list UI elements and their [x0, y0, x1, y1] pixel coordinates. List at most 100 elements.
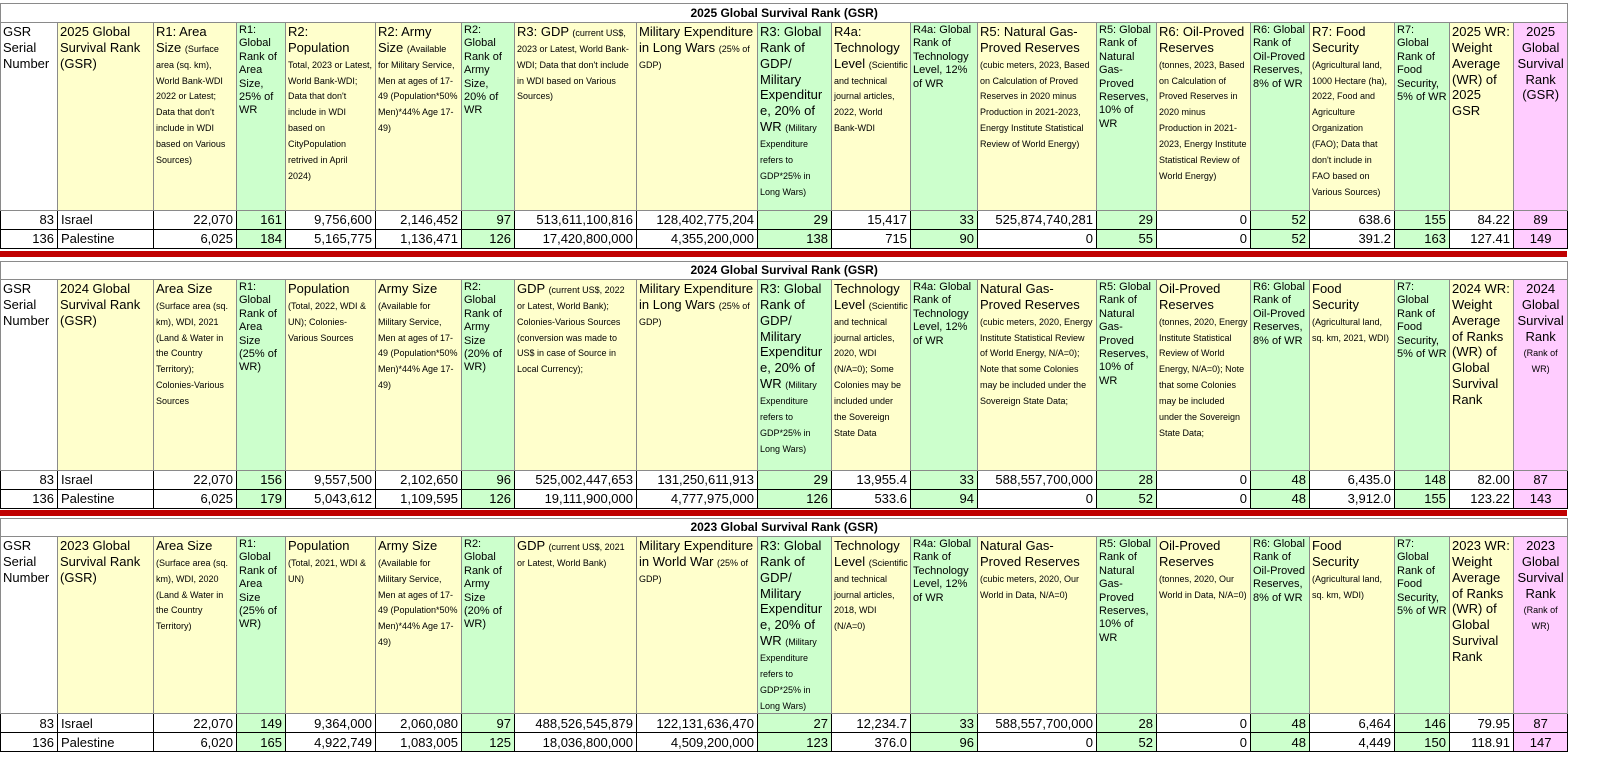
title-row: 2025 Global Survival Rank (GSR): [0, 3, 1569, 23]
data-cell: 6,435.0: [1309, 470, 1395, 490]
header-main: R1: Area Size: [156, 24, 207, 55]
header-note: (Surface area (sq. km), WDI, 2020 (Land …: [156, 557, 229, 632]
header-cell: R7: Food Security (Agricultural land, 10…: [1309, 22, 1395, 211]
data-cell: 165: [236, 732, 286, 753]
header-main: R4a: Technology Level: [834, 24, 900, 71]
header-cell: R4a: Technology Level (Scientific and te…: [831, 22, 911, 211]
header-cell: R5: Global Rank of Natural Gas-Proved Re…: [1096, 22, 1157, 211]
data-cell: 48: [1250, 470, 1310, 490]
header-main: R6: Oil-Proved Reserves: [1159, 24, 1245, 55]
header-cell: R4a: Global Rank of Technology Level, 12…: [910, 535, 978, 715]
header-main: Technology Level: [834, 281, 900, 312]
header-cell: Area Size (Surface area (sq. km), WDI, 2…: [153, 279, 237, 471]
header-cell: Food Security (Agricultural land, sq. km…: [1309, 279, 1395, 471]
data-cell: 163: [1394, 229, 1450, 249]
header-note: (cubic meters, 2020, Energy Institute St…: [980, 316, 1093, 407]
data-cell: 9,364,000: [285, 713, 376, 734]
data-cell: 131,250,611,913: [636, 470, 758, 490]
header-cell: Population (Total, 2021, WDI & UN): [285, 535, 376, 715]
data-cell: 15,417: [831, 210, 911, 230]
header-main: Population: [288, 538, 350, 553]
data-cell: 12,234.7: [831, 713, 911, 734]
data-cell: 6,025: [153, 229, 237, 249]
header-main: GDP: [517, 538, 545, 553]
data-cell: 83: [0, 713, 58, 734]
data-cell: Palestine: [57, 732, 154, 753]
header-cell: R7: Global Rank of Food Security, 5% of …: [1394, 279, 1450, 471]
header-row: GSR Serial Number 2025 Global Survival Ra…: [0, 22, 1569, 211]
header-cell: 2023 Global Survival Rank (Rank of WR): [1512, 535, 1569, 715]
data-row: 136 Palestine 6,025 184 5,165,775 1,136,471 12…: [0, 229, 1569, 249]
header-cell: R6: Global Rank of Oil-Proved Reserves, …: [1250, 279, 1310, 471]
header-note: (Surface area (sq. km), WDI, 2021 (Land …: [156, 300, 229, 407]
data-table: 2025 Global Survival Rank (GSR) GSR Seria…: [0, 3, 1569, 249]
header-main: Area Size: [156, 538, 213, 553]
header-cell: 2025 Global Survival Rank (GSR): [1512, 22, 1569, 211]
data-cell: 588,557,700,000: [977, 470, 1097, 490]
data-cell: 55: [1096, 229, 1157, 249]
data-cell: 5,165,775: [285, 229, 376, 249]
data-cell: 33: [910, 210, 978, 230]
data-row: 136 Palestine 6,020 165 4,922,749 1,083,005 12…: [0, 732, 1569, 753]
header-main: R3: GDP: [517, 24, 569, 39]
data-cell: 6,025: [153, 489, 237, 509]
data-cell: 125: [461, 732, 515, 753]
header-main: R7: Food Security: [1312, 24, 1366, 55]
data-cell: 1,109,595: [375, 489, 462, 509]
header-cell: R1: Global Rank of Area Size (25% of WR): [236, 535, 286, 715]
data-cell: 3,912.0: [1309, 489, 1395, 509]
data-cell: 4,449: [1309, 732, 1395, 753]
title-row: 2023 Global Survival Rank (GSR): [0, 518, 1569, 537]
header-cell: R3: Global Rank of GDP/ Military Expendi…: [757, 279, 832, 471]
data-cell: 0: [1156, 489, 1251, 509]
header-cell: 2025 WR: Weight Average (WR) of 2025 GSR: [1449, 22, 1514, 211]
data-table: 2023 Global Survival Rank (GSR) GSR Seria…: [0, 518, 1569, 753]
data-cell: Israel: [57, 713, 154, 734]
data-cell: 29: [1096, 210, 1157, 230]
header-main: Food Security: [1312, 538, 1359, 569]
header-note: (cubic meters, 2023, Based on Calculatio…: [980, 59, 1090, 150]
data-cell: 118.91: [1449, 732, 1514, 753]
header-cell: Military Expenditure in World War (25% o…: [636, 535, 758, 715]
header-note: (Scientific and technical journal articl…: [834, 300, 908, 438]
data-cell: 0: [977, 489, 1097, 509]
header-cell: Army Size (Available for Military Servic…: [375, 279, 462, 471]
data-cell: 150: [1394, 732, 1450, 753]
separator: [0, 251, 1567, 257]
header-note: (Total, 2021, WDI & UN): [288, 557, 367, 584]
data-cell: 179: [236, 489, 286, 509]
data-cell: 96: [461, 470, 515, 490]
header-row: GSR Serial Number 2024 Global Survival Ra…: [0, 279, 1569, 471]
data-cell: 2,146,452: [375, 210, 462, 230]
data-cell: 136: [0, 489, 58, 509]
header-main: Oil-Proved Reserves: [1159, 281, 1221, 312]
header-main: R2: Population: [288, 24, 350, 55]
data-cell: 9,756,600: [285, 210, 376, 230]
header-row: GSR Serial Number 2023 Global Survival Ra…: [0, 535, 1569, 715]
header-cell: GDP (current US$, 2022 or Latest, World …: [514, 279, 637, 471]
separator: [0, 510, 1567, 516]
header-note: (Available for Military Service, Men at …: [378, 43, 458, 134]
data-cell: 87: [1512, 470, 1569, 490]
data-cell: 488,526,545,879: [514, 713, 637, 734]
data-cell: 0: [1156, 229, 1251, 249]
data-cell: 2,060,080: [375, 713, 462, 734]
header-cell: R1: Global Rank of Area Size, 25% of WR: [236, 22, 286, 211]
data-cell: 97: [461, 713, 515, 734]
header-cell: Natural Gas-Proved Reserves (cubic meter…: [977, 535, 1097, 715]
data-cell: 33: [910, 713, 978, 734]
data-cell: Israel: [57, 210, 154, 230]
header-cell: R3: Global Rank of GDP/ Military Expendi…: [757, 22, 832, 211]
data-cell: 97: [461, 210, 515, 230]
header-main: R3: Global Rank of GDP/ Military Expendi…: [760, 538, 823, 649]
data-cell: 52: [1250, 210, 1310, 230]
header-note: (Rank of WR): [1523, 605, 1558, 632]
data-cell: 126: [461, 229, 515, 249]
data-cell: 22,070: [153, 470, 237, 490]
title-row: 2024 Global Survival Rank (GSR): [0, 261, 1569, 280]
data-cell: 4,922,749: [285, 732, 376, 753]
data-cell: 6,464: [1309, 713, 1395, 734]
header-cell: Technology Level (Scientific and technic…: [831, 279, 911, 471]
table-title: 2023 Global Survival Rank (GSR): [0, 518, 1569, 537]
